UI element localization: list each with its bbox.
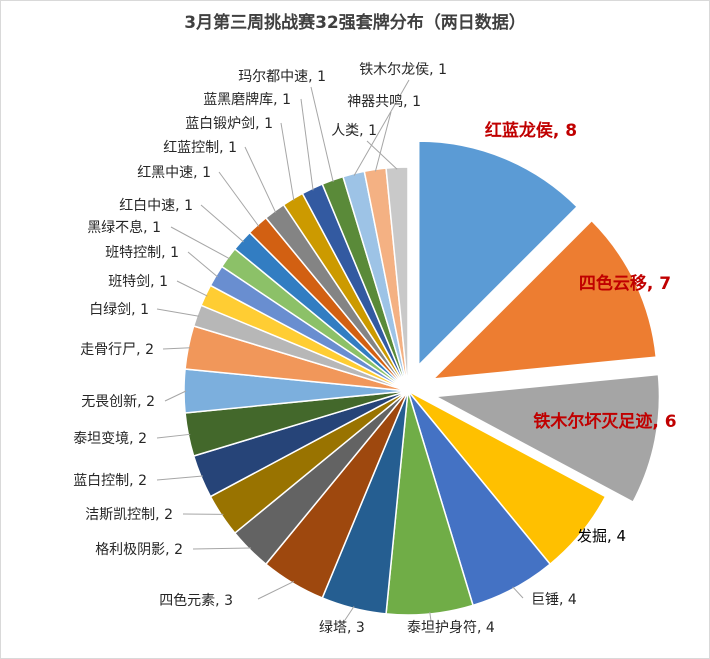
leader-line — [156, 475, 203, 481]
slice-data-label: 四色元素, 3 — [159, 592, 233, 609]
leader-line — [300, 98, 314, 191]
pie-slice — [432, 373, 661, 504]
data-labels-layer: 红蓝龙侯, 8 四色云移, 7 铁木尔坏灭足迹, 6 发掘, 4 巨锤, 4 泰坦护身符,… — [73, 62, 676, 636]
slice-data-label: 发掘, 4 — [577, 527, 626, 545]
pie-slice — [431, 219, 658, 380]
leader-line — [344, 606, 355, 621]
leader-line — [170, 226, 230, 260]
slice-data-label: 铁木尔龙侯, 1 — [359, 62, 447, 78]
pie-slice — [417, 140, 579, 367]
leader-line — [156, 308, 200, 317]
leader-line — [200, 204, 244, 243]
pie-slice — [385, 166, 409, 392]
slice-data-label: 红蓝控制, 1 — [163, 140, 237, 156]
slice-data-label: 铁木尔坏灭足迹, 6 — [533, 411, 676, 432]
slice-data-label: 神器共鸣, 1 — [347, 93, 421, 110]
slice-data-label: 红黑中速, 1 — [137, 165, 211, 181]
leader-line — [374, 111, 392, 172]
slice-data-label: 白绿剑, 1 — [89, 302, 149, 318]
leader-line — [310, 86, 334, 183]
slice-data-label: 泰坦护身符, 4 — [407, 620, 495, 636]
leader-line — [353, 79, 410, 176]
leader-line — [366, 140, 398, 170]
slice-data-label: 格利极阴影, 2 — [95, 542, 183, 558]
leader-line — [280, 122, 295, 201]
slice-data-label: 蓝白锻炉剑, 1 — [185, 116, 273, 132]
leader-line — [512, 586, 524, 599]
slice-data-label: 蓝黑磨牌库, 1 — [203, 91, 291, 108]
leader-line — [244, 146, 277, 213]
leader-line — [156, 433, 191, 439]
slice-data-label: 洁斯凯控制, 2 — [85, 507, 173, 523]
leader-line — [429, 611, 432, 622]
leader-line — [164, 390, 187, 402]
leader-line — [218, 171, 260, 227]
slice-data-label: 巨锤, 4 — [531, 592, 577, 608]
leader-line — [192, 547, 252, 550]
slice-data-label: 走骨行尸, 2 — [80, 342, 154, 358]
slice-data-label: 玛尔都中速, 1 — [238, 69, 326, 85]
slice-data-label: 红蓝龙侯, 8 — [485, 120, 577, 141]
leader-line — [162, 347, 191, 350]
slice-data-label: 红白中速, 1 — [119, 198, 193, 214]
slice-data-label: 班特控制, 1 — [105, 245, 179, 261]
chart-title: 3月第三周挑战赛32强套牌分布（两日数据） — [184, 12, 526, 33]
slice-data-label: 蓝白控制, 2 — [73, 473, 147, 489]
slice-data-label: 泰坦变境, 2 — [73, 431, 147, 447]
leader-lines-layer — [156, 79, 524, 622]
leader-line — [257, 580, 295, 600]
slice-data-label: 绿塔, 3 — [319, 620, 365, 636]
leader-line — [187, 251, 218, 278]
slice-data-label: 无畏创新, 2 — [81, 394, 155, 410]
slices-layer — [183, 140, 661, 616]
slice-data-label: 班特剑, 1 — [108, 274, 168, 290]
leader-line — [176, 280, 208, 297]
slice-data-label: 黑绿不息, 1 — [87, 219, 161, 236]
slice-data-label: 人类, 1 — [331, 123, 377, 139]
slice-data-label: 四色云移, 7 — [579, 273, 671, 294]
